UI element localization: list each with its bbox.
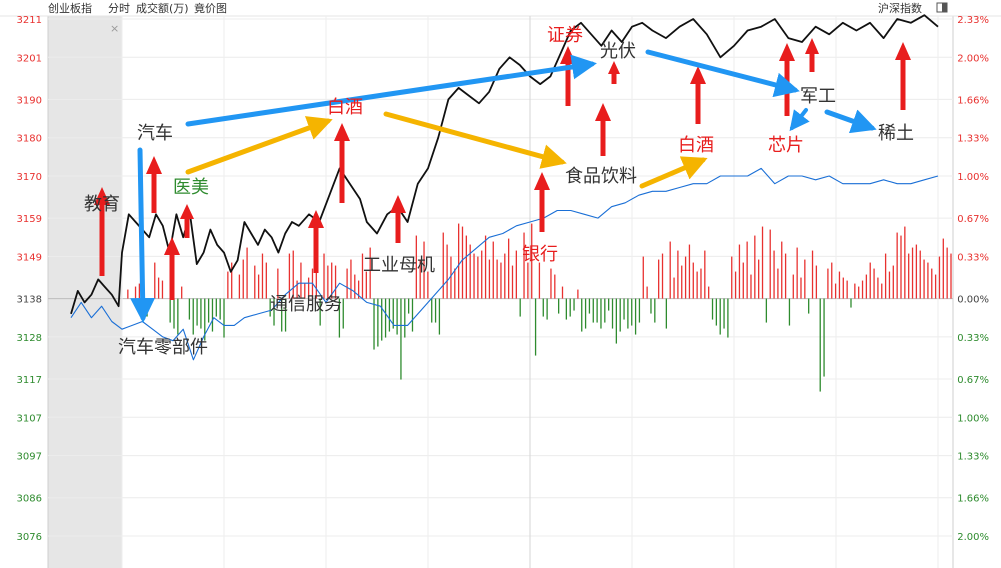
y-axis-left: 3211 3201 3190 3180 3170 3159 3149 3138 3128 3117… bbox=[17, 15, 42, 543]
y-tick-label: 3180 bbox=[17, 134, 42, 145]
y-tick-pct: 2.00% bbox=[957, 53, 989, 64]
annotation-label: 通信服务 bbox=[270, 294, 342, 315]
y-tick-pct: 1.00% bbox=[957, 413, 989, 424]
surge-arrow-icon bbox=[805, 38, 819, 72]
annotation-label: 教育 bbox=[84, 194, 120, 215]
y-tick-label: 3190 bbox=[17, 95, 42, 106]
sector-labels: 教育 汽车 医美 白酒 汽车零部件 通信服务 工业母机 证券 光伏 银行 食品饮… bbox=[84, 25, 914, 358]
tab-auction[interactable]: 竟价图 bbox=[194, 2, 227, 15]
y-tick-label: 3086 bbox=[17, 494, 42, 505]
tab-fenshi[interactable]: 分时 bbox=[108, 2, 130, 15]
rotation-arrows-blue bbox=[130, 49, 877, 323]
annotation-label: 证券 bbox=[547, 25, 583, 46]
y-tick-pct: 1.33% bbox=[957, 452, 989, 463]
rotation-arrow-icon bbox=[185, 54, 597, 127]
rotation-arrow-icon bbox=[185, 116, 333, 175]
y-tick-pct: 0.33% bbox=[957, 252, 989, 263]
surge-arrow-icon bbox=[895, 42, 911, 110]
y-tick-label: 3149 bbox=[17, 252, 42, 263]
surge-arrow-icon bbox=[164, 237, 180, 300]
y-tick-pct: 0.00% bbox=[957, 295, 989, 306]
surge-arrow-icon bbox=[334, 123, 350, 203]
annotation-label: 银行 bbox=[522, 244, 558, 265]
y-tick-pct: 1.33% bbox=[957, 134, 989, 145]
surge-arrow-icon bbox=[560, 46, 576, 106]
annotation-label: 食品饮料 bbox=[565, 166, 637, 187]
surge-arrow-icon bbox=[690, 66, 706, 124]
y-tick-pct: 0.67% bbox=[957, 214, 989, 225]
y-axis-right: 2.33% 2.00% 1.66% 1.33% 1.00% 0.67% 0.33% 0.00%… bbox=[957, 15, 989, 543]
annotation-label: 芯片 bbox=[768, 135, 804, 156]
y-tick-label: 3170 bbox=[17, 172, 42, 183]
y-tick-pct: 1.66% bbox=[957, 95, 989, 106]
tab-volume[interactable]: 成交额(万) bbox=[136, 1, 189, 15]
y-tick-label: 3211 bbox=[17, 15, 42, 26]
y-tick-pct: 0.33% bbox=[957, 333, 989, 344]
y-tick-label: 3097 bbox=[17, 452, 42, 463]
rotation-arrows-gold bbox=[185, 111, 708, 189]
annotation-label: 汽车零部件 bbox=[118, 337, 208, 358]
surge-arrow-icon bbox=[94, 187, 110, 276]
y-tick-pct: 2.00% bbox=[957, 532, 989, 543]
y-tick-label: 3076 bbox=[17, 532, 42, 543]
header: 创业板指 分时 成交额(万) 竟价图 沪深指数 bbox=[48, 1, 948, 15]
annotation-label: 医美 bbox=[173, 177, 209, 198]
preopen-close-mark[interactable]: × bbox=[110, 22, 119, 35]
surge-arrow-icon bbox=[146, 156, 162, 213]
header-right-title[interactable]: 沪深指数 bbox=[878, 1, 922, 15]
rotation-arrow-icon bbox=[383, 111, 567, 169]
y-tick-label: 3138 bbox=[17, 295, 42, 306]
annotation-label: 军工 bbox=[800, 86, 836, 107]
surge-arrow-icon bbox=[779, 43, 795, 116]
y-tick-pct: 1.00% bbox=[957, 172, 989, 183]
y-tick-label: 3107 bbox=[17, 413, 42, 424]
volume-bars bbox=[127, 223, 952, 392]
surge-arrow-icon bbox=[534, 172, 550, 232]
surge-arrow-icon bbox=[595, 103, 611, 156]
annotation-label: 汽车 bbox=[137, 123, 173, 144]
y-tick-pct: 2.33% bbox=[957, 15, 989, 26]
rotation-arrow-icon bbox=[824, 109, 877, 134]
window-toggle-icon-fill bbox=[942, 3, 947, 12]
rotation-arrow-icon bbox=[645, 49, 800, 98]
y-tick-label: 3128 bbox=[17, 333, 42, 344]
y-tick-label: 3201 bbox=[17, 53, 42, 64]
surge-arrow-icon bbox=[180, 204, 194, 238]
annotation-label: 白酒 bbox=[678, 135, 714, 156]
y-tick-label: 3159 bbox=[17, 214, 42, 225]
y-tick-pct: 1.66% bbox=[957, 494, 989, 505]
rotation-arrow-icon bbox=[639, 156, 708, 189]
surge-arrow-icon bbox=[608, 61, 620, 84]
annotation-label: 工业母机 bbox=[363, 255, 435, 276]
header-title[interactable]: 创业板指 bbox=[48, 1, 92, 15]
rotation-arrow-icon bbox=[130, 147, 156, 323]
annotation-label: 光伏 bbox=[600, 41, 636, 62]
rotation-arrow-icon bbox=[789, 108, 810, 132]
annotation-label: 稀土 bbox=[878, 123, 914, 144]
surge-arrows bbox=[94, 38, 911, 300]
y-tick-pct: 0.67% bbox=[957, 375, 989, 386]
surge-arrow-icon bbox=[390, 195, 406, 243]
annotation-label: 白酒 bbox=[327, 97, 363, 118]
surge-arrow-icon bbox=[308, 210, 324, 273]
average-line bbox=[70, 167, 939, 361]
preopen-area bbox=[48, 16, 122, 568]
y-tick-label: 3117 bbox=[17, 375, 42, 386]
